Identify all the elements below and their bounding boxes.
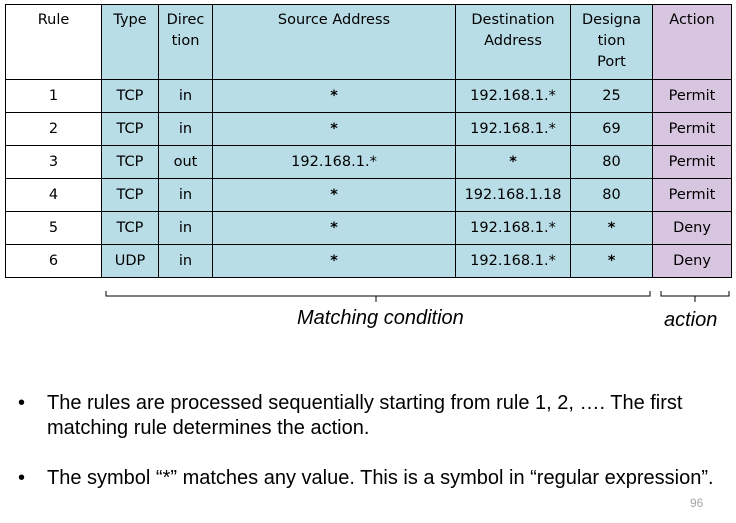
rule-cell: 6 (5, 244, 102, 278)
rule-cell: 4 (5, 178, 102, 212)
type-cell: UDP (101, 244, 159, 278)
direction-cell: in (158, 112, 213, 146)
header-type-label: Type (113, 12, 147, 28)
source-cell: 192.168.1.* (212, 145, 456, 179)
type-cell: TCP (101, 211, 159, 245)
direction-cell: in (158, 178, 213, 212)
header-port-line1: Designa (582, 12, 641, 28)
direction-cell: out (158, 145, 213, 179)
condition-braces (105, 291, 730, 302)
action-cell: Permit (652, 112, 732, 146)
port-cell: * (570, 244, 653, 278)
bullet-text: The symbol “*” matches any value. This i… (47, 467, 714, 489)
table-header-row: Rule Type Direc tion Source Address Desti… (5, 4, 732, 80)
header-action: Action (652, 4, 732, 80)
source-cell: * (212, 112, 456, 146)
header-rule: Rule (5, 4, 102, 80)
matching-condition-label: Matching condition (297, 307, 464, 329)
type-cell: TCP (101, 79, 159, 113)
destination-cell: * (455, 145, 571, 179)
header-destination-port: Designa tion Port (570, 4, 653, 80)
rule-cell: 3 (5, 145, 102, 179)
direction-cell: in (158, 244, 213, 278)
destination-cell: 192.168.1.* (455, 112, 571, 146)
header-destination-line1: Destination (471, 12, 555, 28)
direction-cell: in (158, 211, 213, 245)
table-row: 4 TCP in * 192.168.1.18 80 Permit (5, 178, 732, 212)
port-cell: 80 (570, 145, 653, 179)
table-row: 5 TCP in * 192.168.1.* * Deny (5, 211, 732, 245)
source-cell: * (212, 79, 456, 113)
source-cell: * (212, 178, 456, 212)
action-cell: Deny (652, 244, 732, 278)
header-port-line3: Port (597, 54, 626, 70)
header-source-label: Source Address (277, 12, 391, 28)
action-cell: Deny (652, 211, 732, 245)
table-row: 6 UDP in * 192.168.1.* * Deny (5, 244, 732, 278)
table-row: 3 TCP out 192.168.1.* * 80 Permit (5, 145, 732, 179)
destination-cell: 192.168.1.* (455, 211, 571, 245)
destination-cell: 192.168.1.* (455, 79, 571, 113)
rule-cell: 2 (5, 112, 102, 146)
matching-condition-brace (105, 291, 651, 302)
header-direction: Direc tion (158, 4, 213, 80)
action-brace (660, 291, 730, 302)
rule-cell: 1 (5, 79, 102, 113)
action-cell: Permit (652, 79, 732, 113)
bullet-text: The rules are processed sequentially sta… (47, 392, 683, 439)
header-port-line2: tion (597, 33, 626, 49)
source-cell: * (212, 244, 456, 278)
header-action-label: Action (669, 12, 715, 28)
port-cell: 69 (570, 112, 653, 146)
table-row: 2 TCP in * 192.168.1.* 69 Permit (5, 112, 732, 146)
header-direction-line2: tion (171, 33, 200, 49)
destination-cell: 192.168.1.* (455, 244, 571, 278)
rule-cell: 5 (5, 211, 102, 245)
bullet-dot: • (18, 392, 26, 414)
type-cell: TCP (101, 112, 159, 146)
direction-cell: in (158, 79, 213, 113)
destination-cell: 192.168.1.18 (455, 178, 571, 212)
type-cell: TCP (101, 178, 159, 212)
action-cell: Permit (652, 178, 732, 212)
header-source-address: Source Address (212, 4, 456, 80)
bullet-dot: • (18, 467, 26, 489)
page-number: 96 (690, 496, 704, 510)
port-cell: 80 (570, 178, 653, 212)
header-destination-line2: Address (484, 33, 542, 49)
port-cell: * (570, 211, 653, 245)
header-type: Type (101, 4, 159, 80)
firewall-rules-table: Rule Type Direc tion Source Address Desti… (5, 4, 732, 278)
header-rule-label: Rule (37, 12, 70, 28)
header-destination-address: Destination Address (455, 4, 571, 80)
table-row: 1 TCP in * 192.168.1.* 25 Permit (5, 79, 732, 113)
header-direction-line1: Direc (166, 12, 205, 28)
source-cell: * (212, 211, 456, 245)
port-cell: 25 (570, 79, 653, 113)
type-cell: TCP (101, 145, 159, 179)
action-label: action (664, 309, 718, 331)
action-cell: Permit (652, 145, 732, 179)
